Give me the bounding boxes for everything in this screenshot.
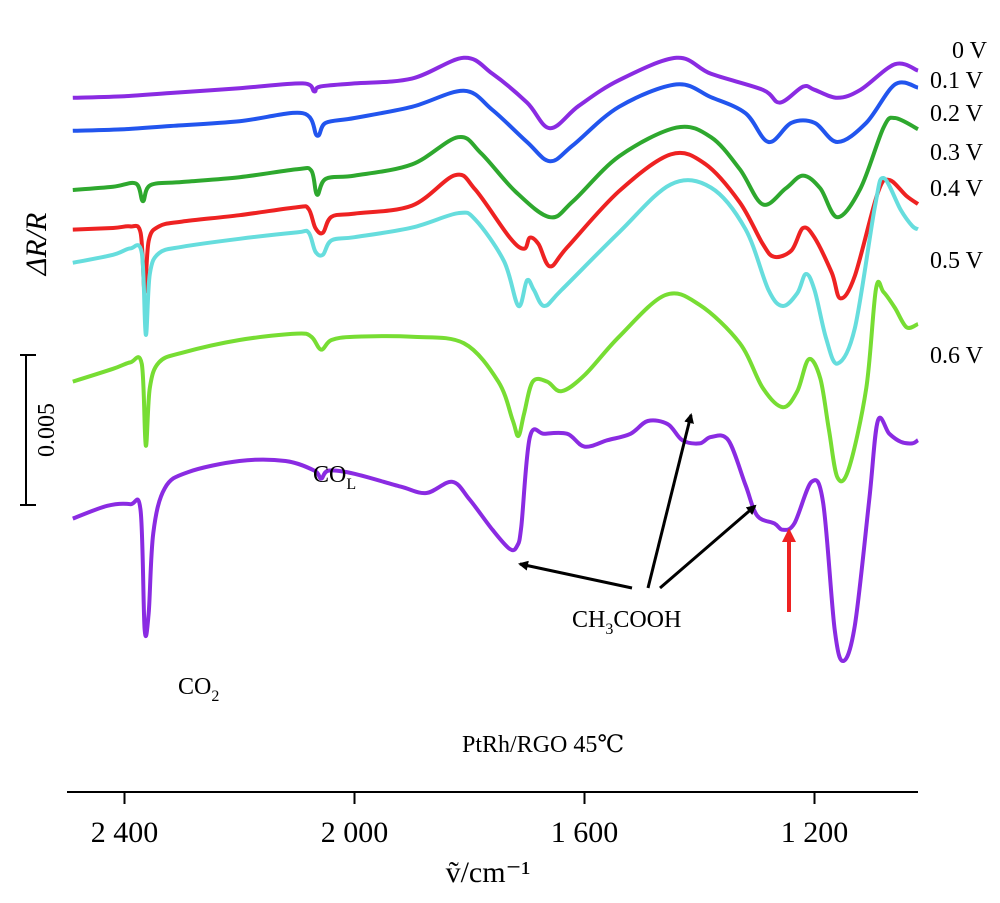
series-line-0-3V bbox=[72, 150, 920, 301]
series-line-0-1V bbox=[72, 80, 919, 164]
legend-label-0V: 0 V bbox=[952, 38, 988, 64]
x-tick-label-1600: 1 600 bbox=[551, 816, 619, 849]
legend-label-0-6V: 0.6 V bbox=[930, 343, 984, 369]
x-tick-label-1200: 1 200 bbox=[781, 816, 849, 849]
x-axis-label: ṽ/cm⁻¹ bbox=[446, 856, 531, 889]
legend-label-0-5V: 0.5 V bbox=[930, 248, 984, 274]
legend-label-0-3V: 0.3 V bbox=[930, 140, 984, 166]
x-tick-label-2400: 2 400 bbox=[91, 816, 159, 849]
arrow-ch3cooh-right bbox=[659, 504, 757, 590]
series-line-0-4V bbox=[72, 176, 919, 366]
scale-bar: 0.005 bbox=[20, 354, 60, 506]
tick-layer: 2 400 2 000 1 600 1 200 bbox=[91, 792, 849, 849]
x-tick-label-2000: 2 000 bbox=[321, 816, 389, 849]
annotation-ch3cooh: CH3COOH bbox=[572, 607, 681, 638]
legend-layer: 0 V 0.1 V 0.2 V 0.3 V 0.4 V 0.5 V 0.6 V bbox=[930, 38, 988, 369]
legend-label-0-4V: 0.4 V bbox=[930, 176, 984, 202]
series-line-0-2V bbox=[72, 115, 919, 220]
series-line-0-6V bbox=[72, 415, 920, 663]
series-line-0-5V bbox=[72, 279, 919, 484]
arrow-ch3cooh-left bbox=[518, 560, 633, 590]
scale-bar-label: 0.005 bbox=[34, 403, 60, 457]
series-layer bbox=[72, 55, 920, 663]
arrow-ch3cooh-middle bbox=[646, 413, 694, 589]
annotation-col: COL bbox=[313, 462, 356, 493]
annotation-co2: CO2 bbox=[178, 674, 219, 705]
legend-label-0-2V: 0.2 V bbox=[930, 101, 984, 127]
series-line-0V bbox=[72, 55, 919, 131]
legend-label-0-1V: 0.1 V bbox=[930, 68, 984, 94]
y-axis-label: ΔR/R bbox=[20, 213, 53, 277]
sample-label: PtRh/RGO 45℃ bbox=[462, 732, 624, 758]
